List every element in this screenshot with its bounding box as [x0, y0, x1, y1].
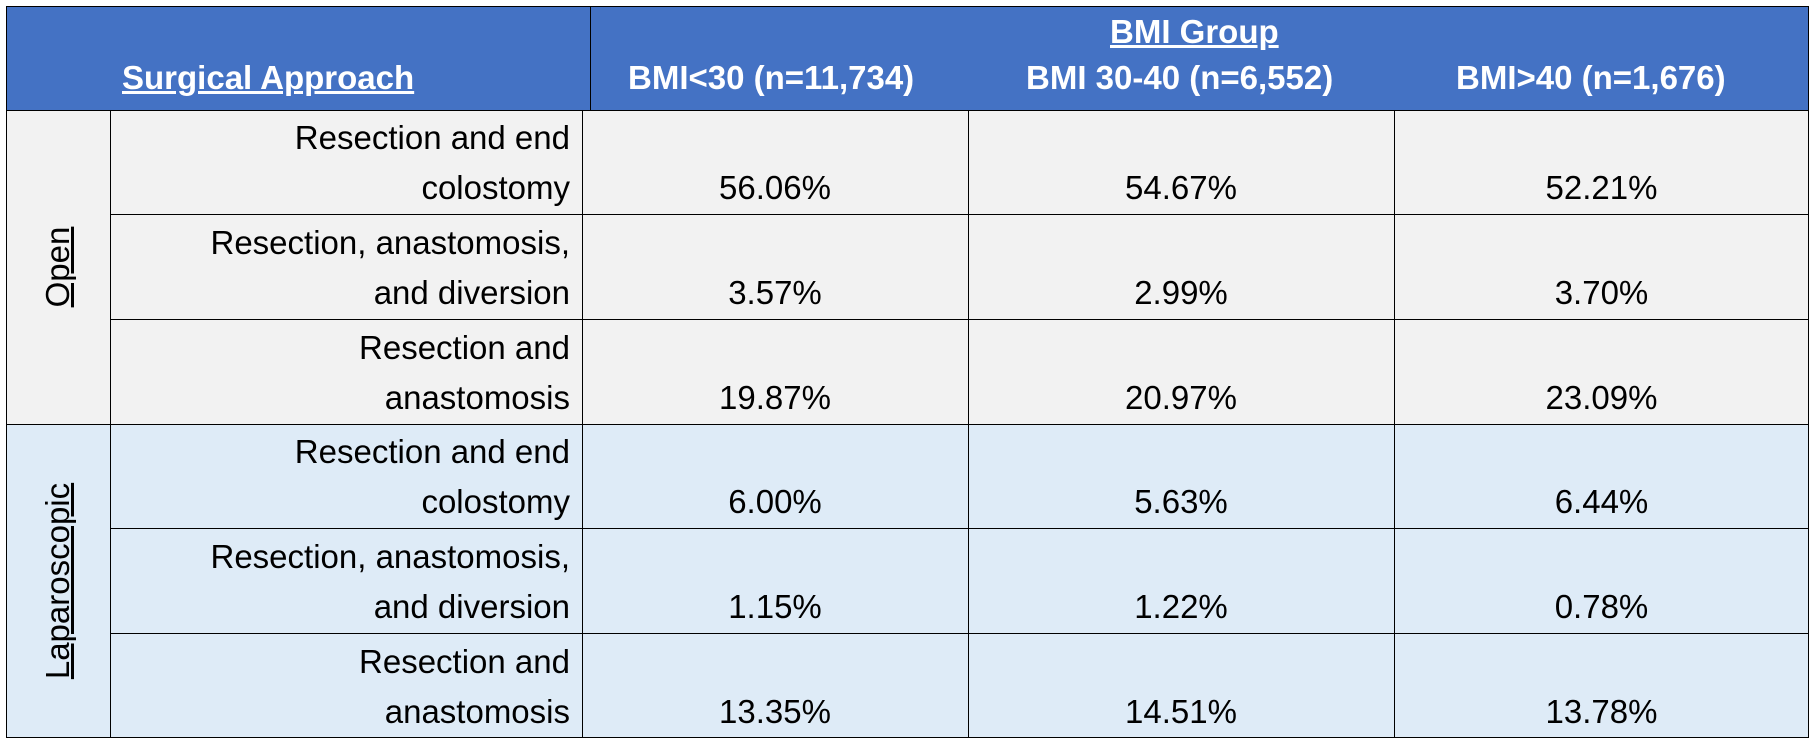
- header-border-bottom: [6, 110, 1809, 111]
- procedure-line: and diversion: [373, 274, 570, 311]
- data-table: Surgical Approach BMI Group BMI<30 (n=11…: [6, 6, 1809, 738]
- value-cell: 13.35%: [582, 634, 968, 738]
- table-border-bottom: [6, 737, 1809, 738]
- header-surgical-approach: Surgical Approach: [122, 59, 415, 96]
- group-label-divider: [110, 110, 111, 738]
- row-divider: [110, 319, 1809, 320]
- value-cell: 1.15%: [582, 529, 968, 633]
- group-open: Open Resection and end colostomy 56.06% …: [6, 110, 1809, 424]
- group-label-open: Open: [39, 226, 76, 308]
- value-text: 23.09%: [1545, 379, 1658, 416]
- procedure-line: anastomosis: [384, 379, 570, 416]
- header-bmi-group: BMI Group: [1110, 13, 1279, 50]
- group-divider: [6, 424, 1809, 425]
- table-row: Resection, anastomosis, and diversion 3.…: [110, 215, 1809, 319]
- value-text: 2.99%: [1134, 274, 1228, 311]
- value-cell: 6.44%: [1394, 424, 1809, 528]
- value-text: 52.21%: [1545, 169, 1658, 206]
- value-cell: 14.51%: [968, 634, 1394, 738]
- value-text: 1.22%: [1134, 588, 1228, 625]
- value-text: 14.51%: [1125, 693, 1237, 730]
- value-cell: 0.78%: [1394, 529, 1809, 633]
- procedure-line: Resection and: [359, 329, 570, 366]
- value-cell: 23.09%: [1394, 320, 1809, 424]
- procedure-line: colostomy: [421, 169, 570, 206]
- value-cell: 1.22%: [968, 529, 1394, 633]
- value-text: 6.00%: [728, 483, 822, 520]
- value-cell: 3.57%: [582, 215, 968, 319]
- column-divider: [582, 110, 583, 738]
- table-row: Resection and anastomosis 13.35% 14.51% …: [110, 634, 1809, 738]
- procedure-line: Resection and end: [294, 119, 570, 156]
- procedure-line: anastomosis: [384, 693, 570, 730]
- procedure-line: Resection and end: [294, 433, 570, 470]
- value-text: 6.44%: [1554, 483, 1649, 520]
- value-cell: 52.21%: [1394, 110, 1809, 214]
- table-border-top: [6, 6, 1809, 7]
- procedure-line: and diversion: [373, 588, 570, 625]
- row-divider: [110, 633, 1809, 634]
- header-col-bmi-over-40: BMI>40 (n=1,676): [1456, 59, 1726, 96]
- table-row: Resection and anastomosis 19.87% 20.97% …: [110, 320, 1809, 424]
- value-text: 3.57%: [728, 274, 822, 311]
- value-text: 3.70%: [1554, 274, 1649, 311]
- procedure-cell: Resection and end colostomy: [110, 110, 582, 214]
- value-cell: 56.06%: [582, 110, 968, 214]
- group-label-laparoscopic: Laparoscopic: [39, 482, 76, 680]
- header-col-bmi-30-40: BMI 30-40 (n=6,552): [1026, 59, 1334, 96]
- value-text: 56.06%: [719, 169, 831, 206]
- group-label-cell: Laparoscopic: [6, 424, 110, 738]
- value-cell: 5.63%: [968, 424, 1394, 528]
- value-text: 54.67%: [1125, 169, 1237, 206]
- group-label-cell: Open: [6, 110, 110, 424]
- procedure-cell: Resection and end colostomy: [110, 424, 582, 528]
- procedure-cell: Resection, anastomosis, and diversion: [110, 529, 582, 633]
- column-divider: [1394, 110, 1395, 738]
- table-row: Resection and end colostomy 56.06% 54.67…: [110, 110, 1809, 214]
- row-divider: [110, 214, 1809, 215]
- row-divider: [110, 528, 1809, 529]
- value-cell: 20.97%: [968, 320, 1394, 424]
- value-text: 1.15%: [728, 588, 822, 625]
- value-text: 19.87%: [719, 379, 831, 416]
- procedure-line: Resection, anastomosis,: [210, 224, 570, 261]
- procedure-line: Resection, anastomosis,: [210, 538, 570, 575]
- value-cell: 2.99%: [968, 215, 1394, 319]
- value-cell: 3.70%: [1394, 215, 1809, 319]
- header-divider: [590, 6, 591, 110]
- header-col-bmi-under-30: BMI<30 (n=11,734): [628, 59, 915, 96]
- table-row: Resection and end colostomy 6.00% 5.63% …: [110, 424, 1809, 528]
- procedure-line: colostomy: [421, 483, 570, 520]
- value-text: 13.78%: [1545, 693, 1658, 730]
- table-header: Surgical Approach BMI Group BMI<30 (n=11…: [6, 6, 1809, 110]
- table-border-right: [1808, 6, 1809, 738]
- procedure-line: Resection and: [359, 643, 570, 680]
- table-border-left: [6, 6, 7, 738]
- value-text: 20.97%: [1125, 379, 1237, 416]
- group-laparoscopic: Laparoscopic Resection and end colostomy…: [6, 424, 1809, 738]
- value-text: 5.63%: [1134, 483, 1228, 520]
- procedure-cell: Resection and anastomosis: [110, 634, 582, 738]
- value-cell: 13.78%: [1394, 634, 1809, 738]
- procedure-cell: Resection and anastomosis: [110, 320, 582, 424]
- value-cell: 19.87%: [582, 320, 968, 424]
- procedure-cell: Resection, anastomosis, and diversion: [110, 215, 582, 319]
- value-text: 0.78%: [1554, 588, 1649, 625]
- column-divider: [968, 110, 969, 738]
- value-text: 13.35%: [719, 693, 831, 730]
- table-row: Resection, anastomosis, and diversion 1.…: [110, 529, 1809, 633]
- value-cell: 54.67%: [968, 110, 1394, 214]
- value-cell: 6.00%: [582, 424, 968, 528]
